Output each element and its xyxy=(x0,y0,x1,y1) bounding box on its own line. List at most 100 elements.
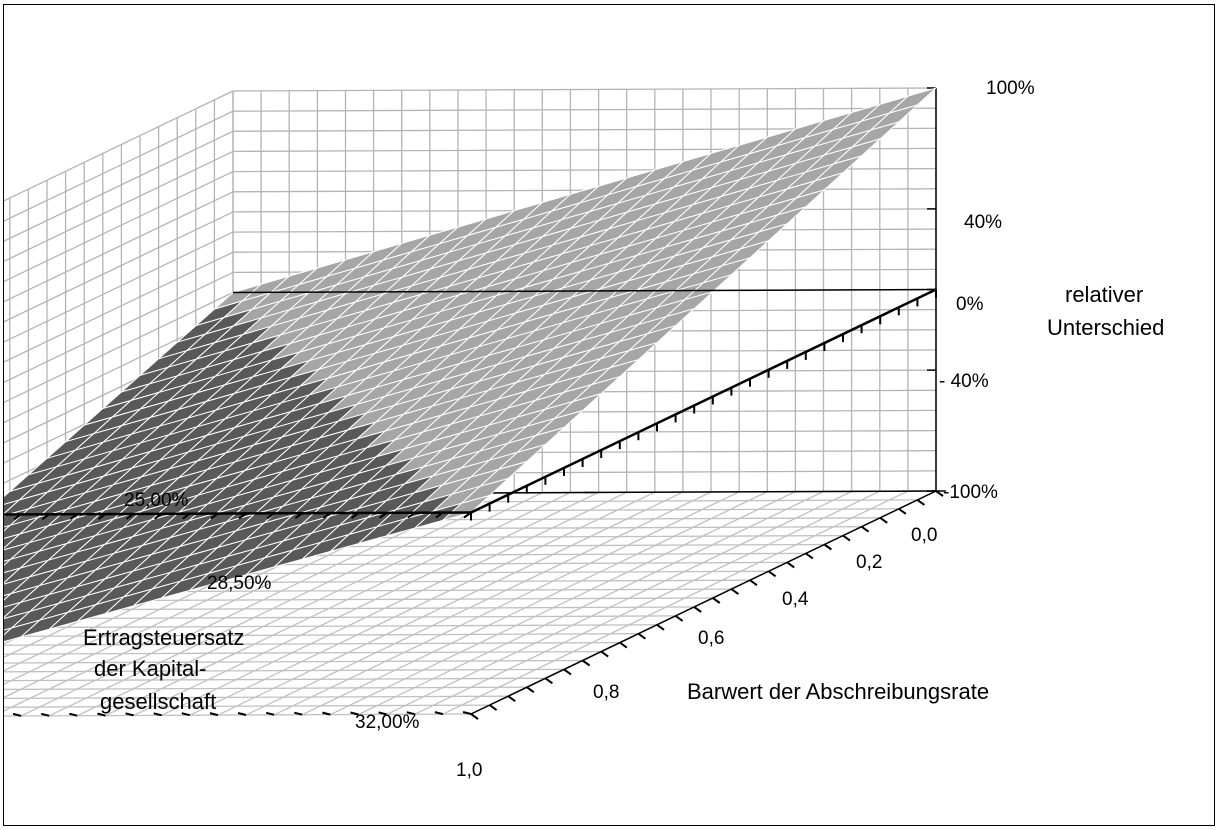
grid-line xyxy=(4,624,658,629)
y-axis-title-line: gesellschaft xyxy=(100,689,216,714)
grid-line xyxy=(189,491,656,716)
grid-line xyxy=(77,492,543,717)
z-tick-label: - 40% xyxy=(939,371,989,392)
tick-mark xyxy=(563,668,572,676)
grid-line xyxy=(414,490,881,715)
tick-mark xyxy=(675,615,684,622)
grid-line xyxy=(105,492,571,717)
tick-mark xyxy=(730,588,739,595)
grid-line xyxy=(232,87,937,92)
grid-line xyxy=(4,659,583,664)
tick-mark xyxy=(916,499,925,506)
grid-line xyxy=(4,191,234,303)
surface-chart: 100% 40% 0% - 40% -100% 25,00% 28,50% 32… xyxy=(4,78,1164,781)
grid-line xyxy=(133,491,599,716)
tick-mark xyxy=(350,711,359,716)
grid-line xyxy=(4,704,490,708)
grid-line xyxy=(4,171,234,283)
tick-mark xyxy=(40,712,50,717)
grid-line xyxy=(4,90,234,202)
tick-mark xyxy=(350,512,360,519)
tick-mark xyxy=(435,511,444,519)
grid-line xyxy=(48,492,515,717)
tick-mark xyxy=(489,704,498,711)
grid-line xyxy=(330,491,796,716)
grid-line xyxy=(4,650,602,655)
tick-mark xyxy=(379,512,388,519)
y-tick-label: 25,00% xyxy=(124,490,189,511)
zero-line xyxy=(470,288,937,514)
tick-mark xyxy=(842,534,851,542)
grid-line xyxy=(232,107,937,112)
z-axis-title-line: Unterschied xyxy=(1047,315,1164,340)
grid-line xyxy=(4,312,234,424)
tick-mark xyxy=(154,512,163,520)
y-tick-label: 28,50% xyxy=(207,573,272,594)
tick-mark xyxy=(238,512,247,520)
z-tick-label: 40% xyxy=(964,212,1002,233)
x-axis-line xyxy=(470,490,937,715)
grid-line xyxy=(302,491,768,716)
tick-mark xyxy=(125,712,134,717)
z-tick-label: 100% xyxy=(986,78,1035,99)
tick-mark xyxy=(69,712,78,717)
grid-line xyxy=(4,641,620,646)
tick-mark xyxy=(182,512,191,520)
tick-mark xyxy=(898,507,907,515)
tick-mark xyxy=(210,512,219,520)
grid-line xyxy=(4,211,234,323)
grid-line xyxy=(217,491,684,716)
tick-mark xyxy=(12,712,22,717)
grid-line xyxy=(4,686,527,691)
tick-mark xyxy=(470,713,479,720)
grid-line xyxy=(4,150,234,262)
tick-mark xyxy=(462,711,472,715)
tick-mark xyxy=(507,695,516,703)
grid-line xyxy=(4,251,234,363)
grid-line xyxy=(442,490,909,715)
tick-marks xyxy=(12,289,944,720)
surface xyxy=(4,87,937,643)
tick-mark xyxy=(749,579,758,587)
zero-line xyxy=(4,511,472,516)
tick-mark xyxy=(97,513,106,520)
y-axis-title-line: der Kapital- xyxy=(94,656,207,681)
tick-mark xyxy=(768,570,777,578)
tick-mark xyxy=(544,677,553,685)
tick-mark xyxy=(861,525,870,533)
grid-line xyxy=(273,491,740,716)
z-tick-label: 0% xyxy=(956,294,984,315)
grid-line xyxy=(4,713,472,717)
grid-line xyxy=(358,490,824,716)
zero-line xyxy=(232,288,937,294)
x-tick-label: 0,0 xyxy=(911,525,937,546)
tick-mark xyxy=(805,552,814,560)
tick-mark xyxy=(378,711,387,716)
tick-mark xyxy=(181,712,191,717)
z-tick-label: -100% xyxy=(943,482,998,503)
tick-mark xyxy=(237,712,247,716)
tick-mark xyxy=(153,712,162,717)
grid-line xyxy=(161,491,627,716)
zero-plane-lines xyxy=(4,288,937,516)
tick-mark xyxy=(126,513,135,520)
grid-line xyxy=(4,677,546,682)
tick-mark xyxy=(693,606,702,613)
x-axis-title: Barwert der Abschreibungsrate xyxy=(687,679,989,704)
grid-line xyxy=(4,291,234,404)
surface-cell xyxy=(442,495,490,521)
grid-line xyxy=(4,668,565,673)
tick-mark xyxy=(582,659,591,667)
grid-line xyxy=(4,130,234,242)
grid-line xyxy=(4,633,639,638)
z-axis-title-line: relativer xyxy=(1065,282,1143,307)
tick-mark xyxy=(322,711,331,716)
tick-mark xyxy=(600,650,609,658)
tick-mark xyxy=(69,513,78,521)
tick-mark xyxy=(266,512,275,520)
grid-line xyxy=(245,491,712,716)
tick-mark xyxy=(322,512,331,519)
tick-mark xyxy=(526,686,535,694)
tick-mark xyxy=(786,561,795,569)
tick-mark xyxy=(97,712,106,717)
